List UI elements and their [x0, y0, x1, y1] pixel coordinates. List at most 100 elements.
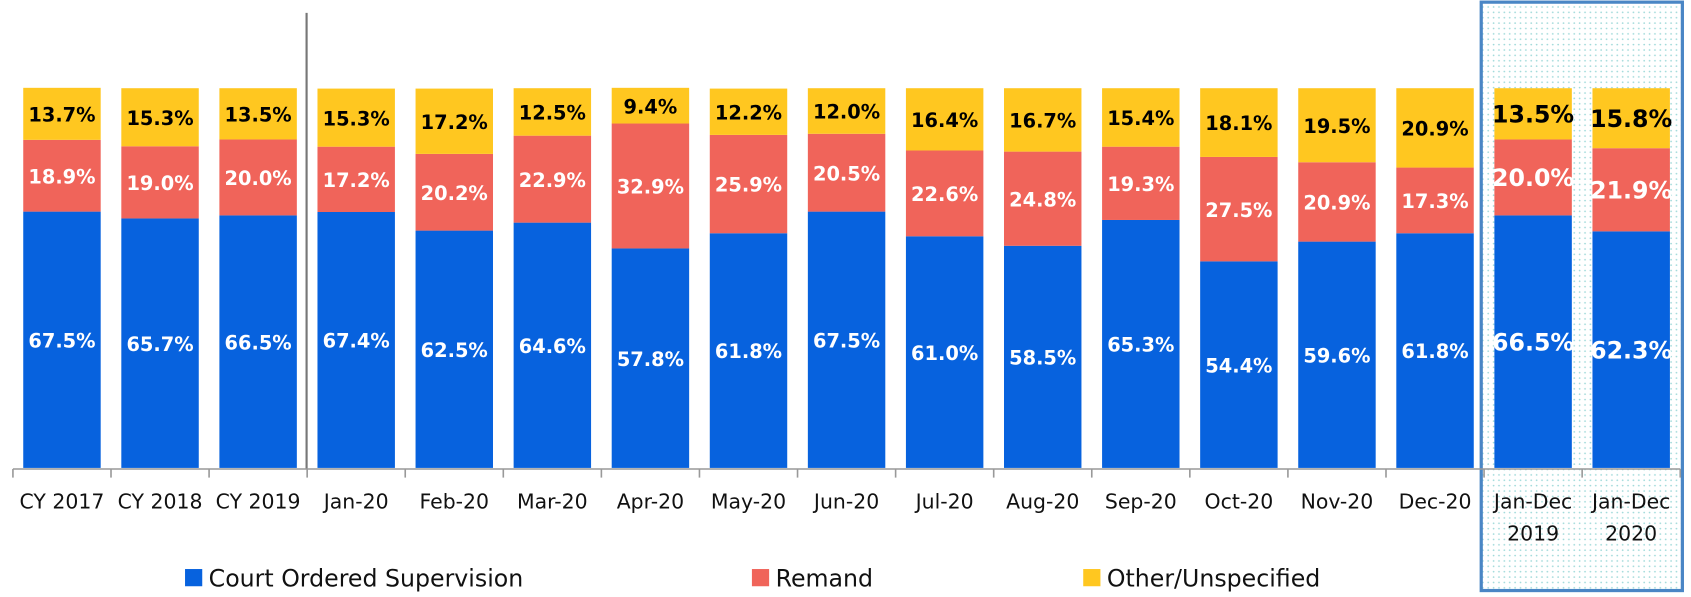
value-label: 19.3%: [1107, 173, 1174, 196]
legend-swatch: [751, 569, 770, 587]
x-tick-label: Apr-20: [617, 489, 684, 513]
value-label: 25.9%: [715, 174, 782, 197]
bar-segment: [1200, 261, 1278, 468]
bar-segment: [317, 146, 395, 212]
legend-swatch: [1083, 569, 1101, 587]
value-label: 21.9%: [1590, 176, 1672, 204]
x-tick-label: May-20: [711, 489, 786, 513]
bar-segment: [415, 230, 493, 468]
value-label: 32.9%: [617, 176, 684, 199]
value-label: 18.9%: [28, 165, 95, 188]
bar-segment: [219, 215, 297, 468]
bar-segment: [415, 88, 493, 154]
x-tick-label: Sep-20: [1105, 489, 1177, 513]
bar-segment: [317, 211, 395, 468]
bar-segment: [219, 139, 297, 216]
value-label: 64.6%: [519, 335, 586, 358]
value-label: 67.5%: [28, 329, 95, 352]
value-label: 62.3%: [1590, 336, 1672, 364]
legend-label: Court Ordered Supervision: [209, 564, 524, 592]
value-label: 27.5%: [1205, 199, 1272, 222]
x-tick-label: CY 2019: [216, 489, 301, 513]
bar-segment: [1102, 219, 1180, 468]
legend-label: Other/Unspecified: [1107, 564, 1320, 592]
bar-segment: [1200, 156, 1278, 262]
x-tick-label: Mar-20: [517, 489, 588, 513]
bar-segment: [513, 88, 592, 136]
value-label: 24.8%: [1009, 188, 1076, 211]
value-label: 15.3%: [126, 107, 193, 130]
value-label: 20.9%: [1303, 192, 1370, 215]
value-label: 20.0%: [1492, 164, 1574, 192]
x-tick-label: Aug-20: [1006, 489, 1079, 513]
value-label: 9.4%: [624, 95, 678, 118]
bar-segment: [317, 88, 395, 147]
bar-segment: [1494, 139, 1572, 216]
value-label: 65.7%: [126, 333, 193, 356]
value-label: 13.7%: [28, 103, 95, 126]
bar-segment: [23, 87, 101, 140]
x-tick-label: Jan-Dec: [1590, 489, 1670, 513]
bar-segment: [1494, 88, 1572, 140]
value-label: 20.2%: [421, 182, 488, 205]
bar-segment: [1004, 151, 1082, 246]
value-label: 12.0%: [813, 101, 880, 124]
bar-segment: [709, 88, 788, 135]
x-tick-label: Jun-20: [812, 489, 879, 513]
value-label: 19.5%: [1303, 115, 1370, 138]
value-label: 66.5%: [225, 331, 292, 354]
bar-segment: [905, 150, 984, 237]
bar-segment: [709, 233, 788, 468]
value-label: 12.5%: [519, 102, 586, 125]
value-label: 20.5%: [813, 162, 880, 185]
x-tick-label: Nov-20: [1301, 489, 1374, 513]
bar-segment: [611, 87, 690, 124]
bar-segment: [1102, 88, 1180, 147]
bar-segment: [611, 123, 690, 249]
bar-segment: [1200, 88, 1278, 157]
value-label: 66.5%: [1492, 328, 1574, 356]
value-label: 12.2%: [715, 101, 782, 124]
value-label: 19.0%: [126, 172, 193, 195]
bar-segment: [905, 88, 984, 151]
value-label: 18.1%: [1205, 112, 1272, 135]
x-tick-label: 2020: [1605, 522, 1657, 546]
value-label: 58.5%: [1009, 347, 1076, 370]
bar-segment: [1004, 88, 1082, 152]
bar-segment: [905, 236, 984, 468]
value-label: 22.9%: [519, 169, 586, 192]
value-label: 67.4%: [323, 330, 390, 353]
x-tick-label: Jan-20: [322, 489, 389, 513]
x-tick-label: CY 2017: [20, 489, 105, 513]
bar-segment: [807, 88, 886, 134]
value-label: 61.8%: [1401, 340, 1468, 363]
bar-segment: [807, 211, 886, 468]
bar-segment: [1396, 88, 1474, 168]
bar-segment: [807, 133, 886, 212]
value-label: 20.9%: [1401, 118, 1468, 141]
bar-segment: [1298, 88, 1376, 163]
value-label: 20.0%: [225, 167, 292, 190]
bar-segment: [219, 88, 297, 140]
bar-segment: [121, 146, 199, 219]
bar-segment: [415, 153, 493, 231]
bar-segment: [709, 134, 788, 234]
bar-segment: [1592, 88, 1670, 149]
legend-swatch: [185, 569, 203, 587]
value-label: 59.6%: [1303, 344, 1370, 367]
value-label: 16.7%: [1009, 110, 1076, 133]
x-tick-label: CY 2018: [118, 489, 203, 513]
x-tick-label: Feb-20: [420, 489, 490, 513]
value-label: 16.4%: [911, 109, 978, 132]
bar-segment: [1396, 233, 1474, 468]
value-label: 15.4%: [1107, 107, 1174, 130]
bar-segment: [1102, 146, 1180, 220]
bar-segment: [1592, 148, 1670, 232]
value-label: 54.4%: [1205, 354, 1272, 377]
value-label: 61.8%: [715, 340, 782, 363]
bar-segment: [1592, 231, 1670, 468]
bar-segment: [1298, 162, 1376, 242]
bar-segment: [513, 135, 592, 223]
value-label: 65.3%: [1107, 334, 1174, 357]
